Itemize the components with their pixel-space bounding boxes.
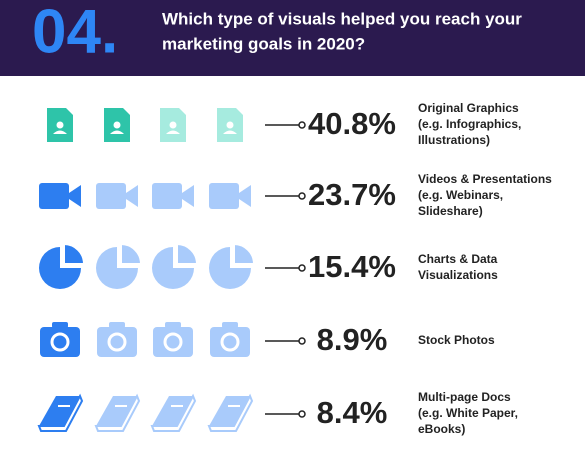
header-title: marketing goals in 2020? xyxy=(162,34,365,53)
header-number: 04. xyxy=(32,0,118,66)
percent: 15.4% xyxy=(308,249,396,284)
percent: 40.8% xyxy=(308,106,396,141)
icon xyxy=(152,242,199,289)
icon xyxy=(47,108,73,142)
pie-icon xyxy=(39,247,81,289)
book-icon xyxy=(96,396,137,426)
connector-dot xyxy=(298,264,306,272)
icon xyxy=(209,242,256,289)
camera-icon-lens xyxy=(107,332,127,352)
row-label: Charts & Data xyxy=(418,252,498,266)
row-label: Illustrations) xyxy=(418,133,490,147)
doc-icon-body xyxy=(223,130,237,134)
connector-dot xyxy=(298,410,306,418)
video-icon xyxy=(96,183,126,209)
camera-icon-lens xyxy=(50,332,70,352)
percent: 23.7% xyxy=(308,177,396,212)
book-icon-pages xyxy=(94,393,141,432)
pie-icon xyxy=(152,247,194,289)
camera-icon xyxy=(153,327,193,357)
camera-icon-lens xyxy=(163,332,183,352)
icon xyxy=(210,322,250,357)
camera-icon-top xyxy=(222,322,238,328)
camera-icon xyxy=(210,327,250,357)
icon xyxy=(96,183,138,209)
row-label: Slideshare) xyxy=(418,204,483,218)
book-icon-pages xyxy=(207,393,254,432)
pie-icon-slice xyxy=(120,242,143,265)
camera-icon xyxy=(97,327,137,357)
connector-dot xyxy=(298,121,306,129)
row-label: Original Graphics xyxy=(418,101,519,115)
icon xyxy=(207,393,254,432)
pie-icon-slice xyxy=(63,242,86,265)
video-icon xyxy=(152,183,182,209)
icon xyxy=(160,108,186,142)
row-label: (e.g. Webinars, xyxy=(418,188,503,202)
doc-icon-dot xyxy=(113,121,121,129)
video-icon xyxy=(39,183,69,209)
doc-icon-body xyxy=(110,130,124,134)
video-icon-lens xyxy=(239,185,251,207)
percent: 8.9% xyxy=(317,322,388,357)
icon xyxy=(150,393,197,432)
connector-dot xyxy=(298,192,306,200)
doc-icon-dot xyxy=(169,121,177,129)
video-icon-lens xyxy=(69,185,81,207)
rows: 40.8% Original Graphics (e.g. Infographics… xyxy=(37,101,552,436)
row-label: eBooks) xyxy=(418,422,465,436)
icon xyxy=(94,393,141,432)
doc-icon-body xyxy=(53,130,67,134)
icon xyxy=(37,393,84,432)
connector-dot xyxy=(298,337,306,345)
row-label: (e.g. Infographics, xyxy=(418,117,521,131)
icon xyxy=(217,108,243,142)
icon xyxy=(96,242,143,289)
camera-icon xyxy=(40,327,80,357)
icon xyxy=(152,183,194,209)
pie-icon-slice xyxy=(176,242,199,265)
row-label: Multi-page Docs xyxy=(418,390,511,404)
pie-icon-slice xyxy=(233,242,256,265)
header-band xyxy=(0,0,585,76)
icon xyxy=(97,322,137,357)
icon xyxy=(153,322,193,357)
pie-icon xyxy=(96,247,138,289)
icon xyxy=(39,183,81,209)
row-label: Visualizations xyxy=(418,268,498,282)
book-icon-pages xyxy=(150,393,197,432)
row-label: Videos & Presentations xyxy=(418,172,552,186)
camera-icon-top xyxy=(109,322,125,328)
header-title: Which type of visuals helped you reach y… xyxy=(162,9,522,28)
doc-icon-dot xyxy=(226,121,234,129)
doc-icon-dot xyxy=(56,121,64,129)
book-icon xyxy=(209,396,250,426)
book-icon-pages xyxy=(37,393,84,432)
icon xyxy=(40,322,80,357)
camera-icon-top xyxy=(165,322,181,328)
doc-icon-body xyxy=(166,130,180,134)
video-icon-lens xyxy=(126,185,138,207)
percent: 8.4% xyxy=(317,395,388,430)
camera-icon-top xyxy=(52,322,68,328)
book-icon xyxy=(39,396,80,426)
icon xyxy=(209,183,251,209)
camera-icon-lens xyxy=(220,332,240,352)
row-label: Stock Photos xyxy=(418,333,495,347)
video-icon xyxy=(209,183,239,209)
book-icon xyxy=(152,396,193,426)
icon xyxy=(104,108,130,142)
video-icon-lens xyxy=(182,185,194,207)
pie-icon xyxy=(209,247,251,289)
row-label: (e.g. White Paper, xyxy=(418,406,518,420)
icon xyxy=(39,242,86,289)
